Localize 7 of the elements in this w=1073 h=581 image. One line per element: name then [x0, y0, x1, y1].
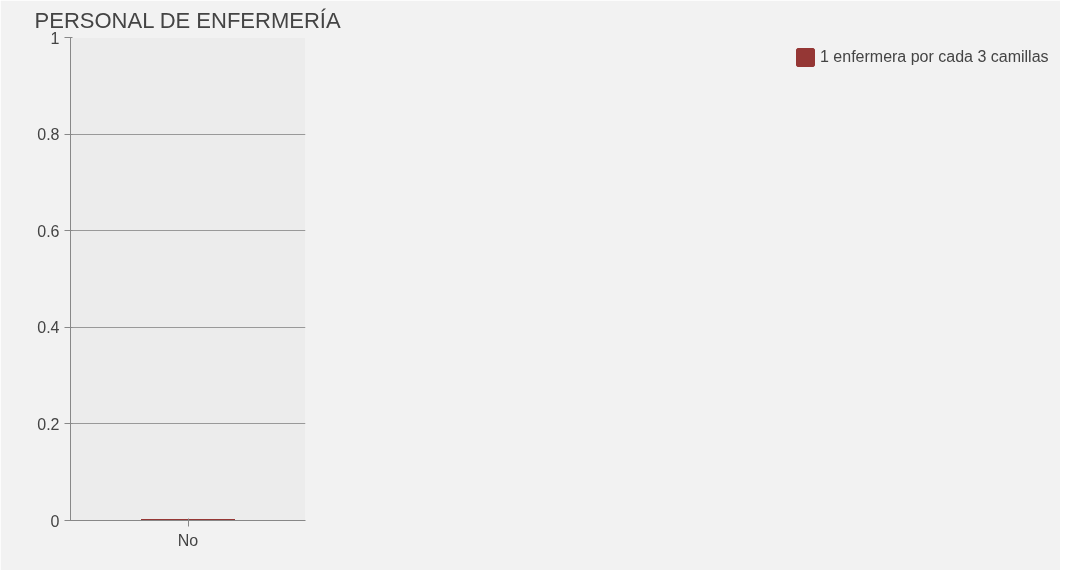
y-tick-label: 0.6: [37, 222, 60, 240]
y-tick-label: 0.2: [37, 415, 60, 433]
y-tick-label: 0.8: [37, 126, 60, 144]
legend-label: 1 enfermera por cada 3 camillas: [820, 48, 1050, 66]
x-tick-label: No: [177, 531, 199, 549]
y-tick-label: 0: [50, 512, 60, 530]
y-tick-label: 0.4: [37, 319, 60, 337]
